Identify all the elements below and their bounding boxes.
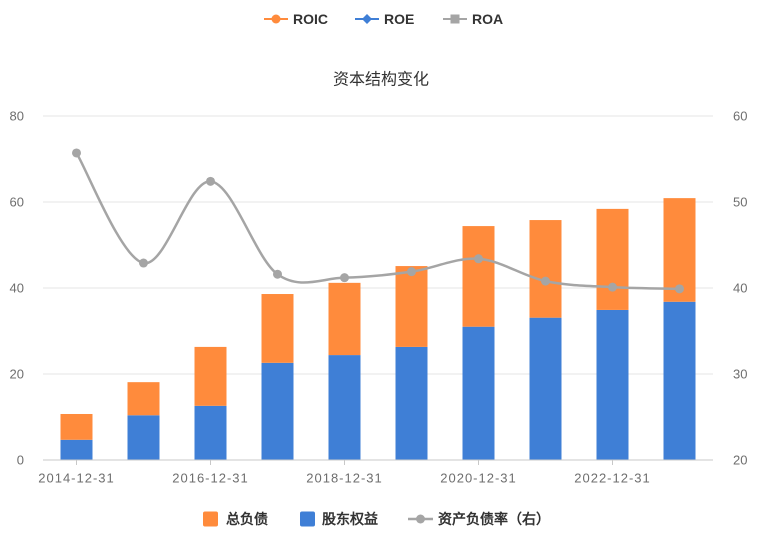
legend-item-debt-ratio[interactable]: 资产负债率（右）	[408, 511, 550, 527]
x-tick-label: 2022-12-31	[574, 471, 651, 486]
debt-ratio-point	[474, 254, 483, 264]
equity-bar	[127, 415, 160, 460]
debt-ratio-point	[608, 282, 617, 292]
liabilities-bar	[529, 220, 562, 318]
y-right-tick-label: 30	[733, 367, 747, 382]
debt-ratio-point	[206, 176, 215, 186]
grid-layer: 0 20 40 60 80 20 30 40 50 60	[10, 109, 748, 468]
liabilities-bar	[395, 266, 428, 347]
legend-label-debt-ratio: 资产负债率（右）	[438, 511, 550, 527]
legend-item-equity[interactable]: 股东权益	[300, 511, 378, 527]
equity-bar	[596, 309, 629, 460]
header-legend: ROIC ROE ROA	[264, 11, 503, 27]
y-right-tick-label: 20	[733, 453, 747, 468]
equity-bar	[395, 346, 428, 460]
line-circle-icon	[264, 14, 288, 24]
y-left-tick-label: 60	[10, 195, 24, 210]
legend-label-total-liabilities: 总负债	[226, 511, 268, 527]
liabilities-bar	[261, 294, 294, 363]
legend-label-roe: ROE	[384, 11, 414, 27]
equity-bar	[529, 317, 562, 460]
legend-label-roic: ROIC	[293, 11, 328, 27]
liabilities-bar	[596, 208, 629, 310]
icon-marker	[416, 514, 425, 524]
y-left-tick-label: 20	[10, 367, 24, 382]
square-icon	[300, 511, 315, 527]
liabilities-bar	[60, 413, 93, 440]
liabilities-bar	[194, 346, 227, 406]
chart-title: 资本结构变化	[333, 71, 429, 89]
x-tick-label: 2016-12-31	[172, 471, 249, 486]
legend-label-equity: 股东权益	[322, 511, 378, 527]
legend-item-roa[interactable]: ROA	[443, 11, 503, 27]
bar-layer	[60, 198, 696, 460]
icon-marker	[362, 14, 372, 24]
y-right-tick-label: 40	[733, 281, 747, 296]
equity-bar	[663, 301, 696, 460]
y-right-tick-label: 50	[733, 195, 747, 210]
debt-ratio-point	[675, 284, 684, 294]
x-tick-label: 2018-12-31	[306, 471, 383, 486]
square-icon	[203, 511, 218, 527]
y-left-tick-label: 40	[10, 281, 24, 296]
liabilities-bar	[127, 382, 160, 416]
equity-bar	[328, 355, 361, 460]
y-right-tick-label: 60	[733, 109, 747, 124]
line-diamond-icon	[355, 14, 379, 24]
x-tick-label: 2020-12-31	[440, 471, 517, 486]
equity-bar	[462, 326, 495, 460]
legend-label-roa: ROA	[472, 11, 503, 27]
debt-ratio-point	[407, 267, 416, 277]
debt-ratio-point	[340, 273, 349, 283]
debt-ratio-point	[72, 148, 81, 158]
liabilities-bar	[462, 226, 495, 327]
equity-bar	[194, 405, 227, 460]
icon-marker	[271, 14, 281, 24]
x-tick-label: 2014-12-31	[38, 471, 115, 486]
equity-bar	[261, 362, 294, 460]
legend-item-roe[interactable]: ROE	[355, 11, 414, 27]
x-axis: 2014-12-31 2016-12-31 2018-12-31 2020-12-31…	[38, 459, 713, 486]
chart-legend: 总负债 股东权益 资产负债率（右）	[203, 511, 550, 527]
debt-ratio-point	[541, 276, 550, 286]
line-square-icon	[443, 14, 467, 24]
equity-bar	[60, 439, 93, 460]
legend-item-roic[interactable]: ROIC	[264, 11, 328, 27]
debt-ratio-point	[139, 258, 148, 268]
liabilities-bar	[328, 282, 361, 356]
icon-marker	[450, 14, 460, 24]
y-left-tick-label: 80	[10, 109, 24, 124]
y-left-tick-label: 0	[17, 453, 24, 468]
debt-ratio-point	[273, 269, 282, 279]
legend-item-total-liabilities[interactable]: 总负债	[203, 511, 268, 527]
line-layer	[72, 148, 684, 294]
line-circle-icon	[408, 514, 433, 524]
